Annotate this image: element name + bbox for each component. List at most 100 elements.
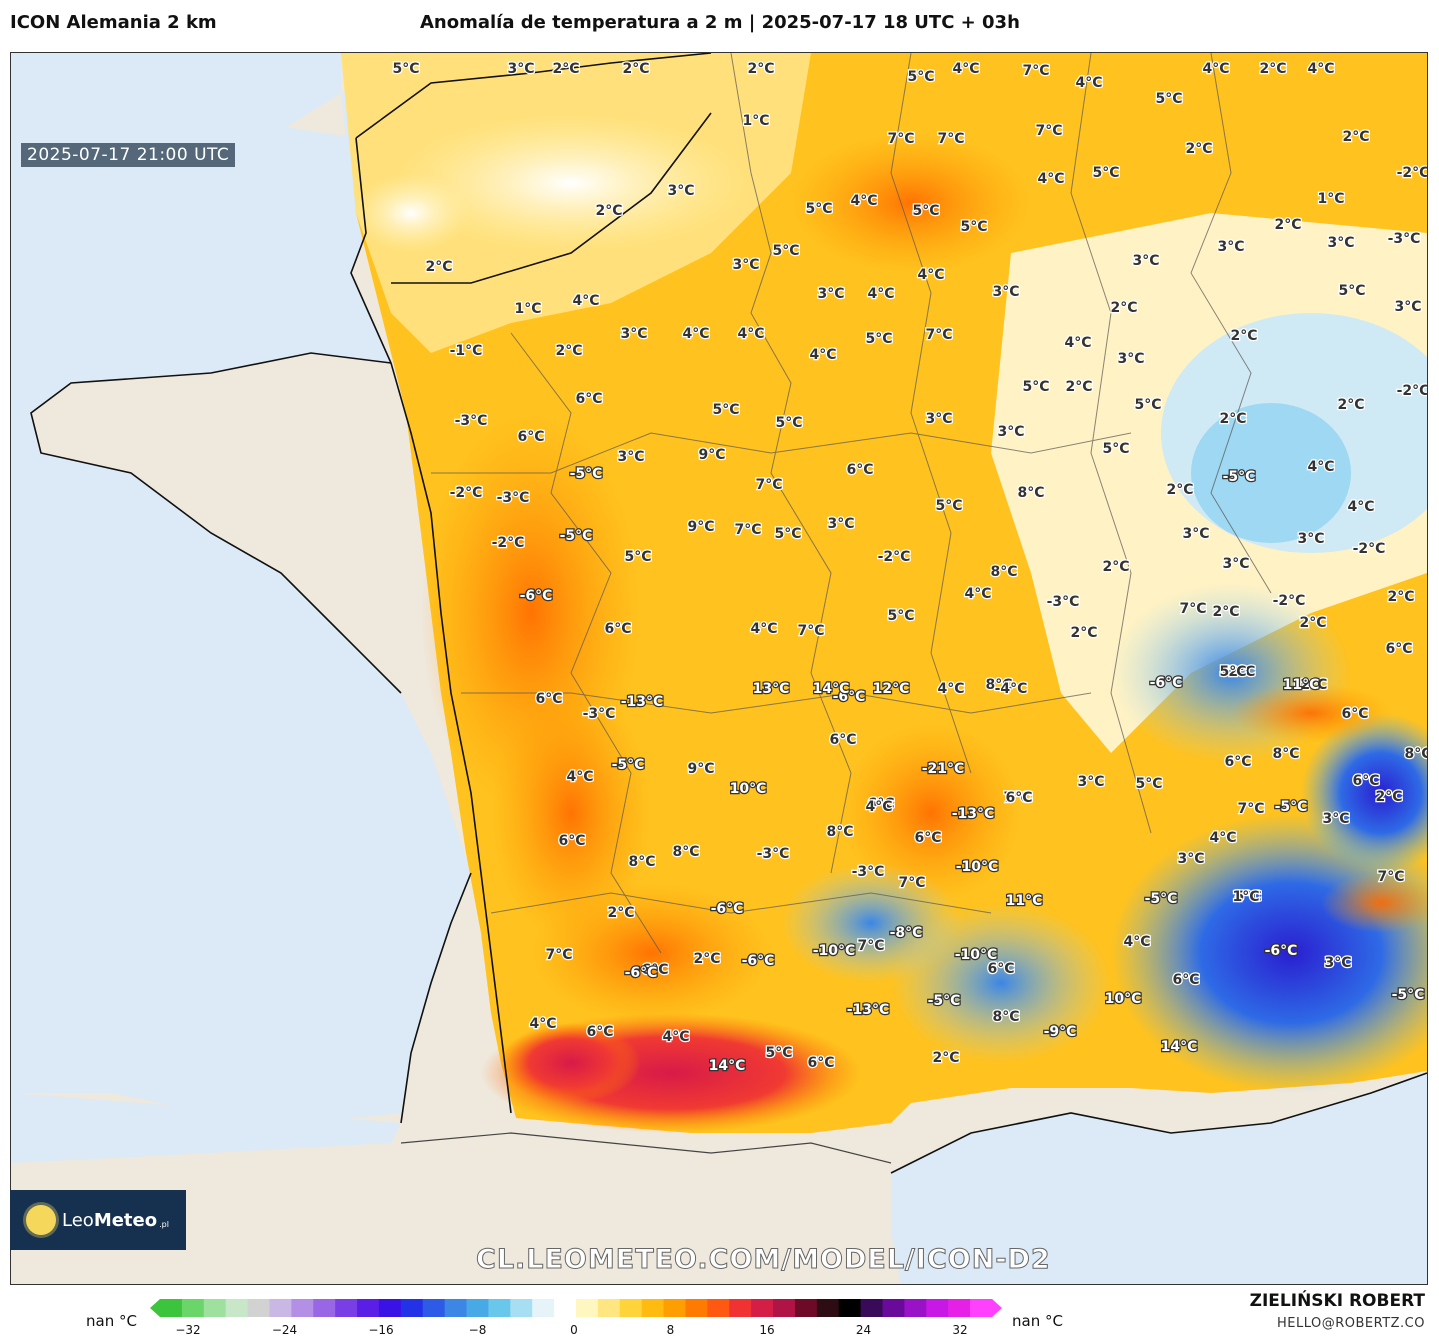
logo-text: LeoMeteo bbox=[62, 1209, 158, 1231]
map-label: 4°C bbox=[1123, 934, 1150, 950]
map-label: 5°C bbox=[887, 608, 914, 624]
map-label: 8°C bbox=[985, 677, 1012, 693]
colorbar-arrow-right bbox=[992, 1299, 1002, 1317]
map-label: -5°C bbox=[560, 528, 593, 544]
map-label: 2°C bbox=[1110, 300, 1137, 316]
map-label: -10°C bbox=[955, 947, 998, 963]
map-label: -2°C bbox=[1397, 383, 1427, 399]
colorbar-swatch bbox=[641, 1299, 665, 1317]
map-label: -10°C bbox=[956, 859, 999, 875]
colorbar-swatch bbox=[685, 1299, 708, 1317]
map-label: 5°C bbox=[765, 1045, 792, 1061]
map-label: 7°C bbox=[1035, 123, 1062, 139]
colorbar-swatch bbox=[160, 1299, 183, 1317]
map-label: -2°C bbox=[1397, 165, 1427, 181]
map-label: 6°C bbox=[586, 1024, 613, 1040]
map-label: 2°C bbox=[1166, 482, 1193, 498]
map-label: 6°C bbox=[604, 621, 631, 637]
colorbar-tick-label: 24 bbox=[855, 1323, 872, 1337]
colorbar-swatch bbox=[619, 1299, 643, 1317]
colorbar-swatch bbox=[970, 1299, 993, 1317]
map-label: 2°C bbox=[1342, 129, 1369, 145]
map-labels: 5°C 3°C 2°C 2°C 2°C 5°C 4°C 7°C 4°C 4°C 2°C 4°C 1°C 7… bbox=[391, 60, 1427, 1076]
map-label: 10°C bbox=[1105, 991, 1142, 1007]
map-label: 5°C bbox=[1134, 397, 1161, 413]
colorbar-swatch bbox=[225, 1299, 249, 1317]
map-label: 1°C bbox=[1317, 191, 1344, 207]
bay-of-biscay bbox=[11, 1093, 401, 1163]
map-label: 4°C bbox=[952, 61, 979, 77]
map-label: 14°C bbox=[709, 1058, 746, 1074]
map-label: 5°C bbox=[935, 498, 962, 514]
map-label: 3°C bbox=[1222, 556, 1249, 572]
map-label: 5°C bbox=[624, 549, 651, 565]
map-canvas: 5°C 3°C 2°C 2°C 2°C 5°C 4°C 7°C 4°C 4°C 2°C 4°C 1°C 7… bbox=[11, 53, 1427, 1284]
map[interactable]: 5°C 3°C 2°C 2°C 2°C 5°C 4°C 7°C 4°C 4°C 2°C 4°C 1°C 7… bbox=[10, 52, 1428, 1285]
map-label: -3°C bbox=[852, 864, 885, 880]
map-label: -6°C bbox=[711, 901, 744, 917]
map-label: -6°C bbox=[742, 953, 775, 969]
map-label: -4°C bbox=[995, 681, 1028, 697]
map-label: 2°C bbox=[1070, 625, 1097, 641]
map-label: 3°C bbox=[1322, 811, 1349, 827]
map-label: 7°C bbox=[925, 327, 952, 343]
map-label: 5°C bbox=[1102, 441, 1129, 457]
map-label: -1°C bbox=[450, 343, 483, 359]
map-label: 2°C bbox=[1375, 789, 1402, 805]
map-label: 5°C bbox=[1135, 776, 1162, 792]
map-label: 6°C bbox=[575, 391, 602, 407]
map-label: 2°C bbox=[1274, 217, 1301, 233]
map-label: 5°C bbox=[1338, 283, 1365, 299]
map-label: 3°C bbox=[617, 449, 644, 465]
map-label: 9°C bbox=[687, 519, 714, 535]
map-label: 4°C bbox=[850, 193, 877, 209]
map-label: 5°C bbox=[1022, 379, 1049, 395]
map-label: 4°C bbox=[682, 326, 709, 342]
map-label: 7°C bbox=[545, 947, 572, 963]
map-label: 6°C bbox=[807, 1055, 834, 1071]
map-label: 5°C bbox=[1155, 91, 1182, 107]
map-label: 8°C bbox=[990, 564, 1017, 580]
map-label: 4°C bbox=[662, 1029, 689, 1045]
map-label: 8°C bbox=[1272, 746, 1299, 762]
map-label: 3°C bbox=[1182, 526, 1209, 542]
timestamp: 2025-07-17 21:00 UTC bbox=[21, 143, 236, 167]
colorbar-nan-right: nan °C bbox=[1012, 1312, 1063, 1330]
map-label: 9°C bbox=[687, 761, 714, 777]
map-label: 6°C bbox=[1005, 790, 1032, 806]
colorbar-swatch bbox=[597, 1299, 621, 1317]
map-label: 7°C bbox=[1237, 801, 1264, 817]
map-label: -13°C bbox=[952, 806, 995, 822]
map-label: 2°C bbox=[622, 61, 649, 77]
map-label: -10°C bbox=[813, 943, 856, 959]
map-label: -3°C bbox=[497, 490, 530, 506]
map-label: 2°C bbox=[1337, 397, 1364, 413]
colorbar-swatch bbox=[532, 1299, 555, 1317]
map-label: 2°C bbox=[595, 203, 622, 219]
map-label: 3°C bbox=[732, 257, 759, 273]
map-label: 7°C bbox=[937, 131, 964, 147]
colorbar-tick-label: 8 bbox=[666, 1323, 675, 1337]
colorbar-swatch bbox=[203, 1299, 227, 1317]
map-label: -9°C bbox=[1044, 1024, 1077, 1040]
map-label: 3°C bbox=[925, 411, 952, 427]
map-label: 7°C bbox=[857, 938, 884, 954]
map-label: 6°C bbox=[1224, 754, 1251, 770]
colorbar-swatch bbox=[466, 1299, 489, 1317]
map-label: 6°C bbox=[829, 732, 856, 748]
credits-email[interactable]: HELLO@ROBERTZ.CO bbox=[1276, 1316, 1425, 1331]
colorbar-swatch bbox=[948, 1299, 971, 1317]
map-label: 4°C bbox=[937, 681, 964, 697]
map-label: 5°C bbox=[775, 415, 802, 431]
map-label: 6°C bbox=[517, 429, 544, 445]
map-label: -5°C bbox=[1275, 799, 1308, 815]
leometeo-logo[interactable]: LeoMeteo .pl bbox=[10, 1190, 186, 1250]
map-label: 2°C bbox=[555, 343, 582, 359]
map-label: 2°C bbox=[1387, 589, 1414, 605]
colorbar-swatch bbox=[860, 1299, 884, 1317]
map-label: -3°C bbox=[1388, 231, 1421, 247]
map-label: 6°C bbox=[1341, 706, 1368, 722]
colorbar-swatch bbox=[400, 1299, 424, 1317]
map-label: 4°C bbox=[1307, 61, 1334, 77]
atlantic-ocean bbox=[11, 108, 471, 1123]
